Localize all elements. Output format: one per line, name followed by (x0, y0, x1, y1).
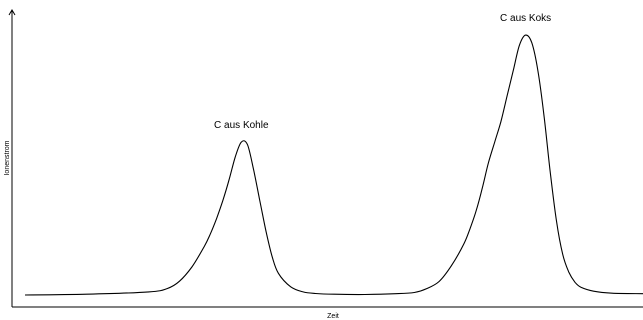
peak-annotations: C aus Kohle C aus Koks (214, 13, 551, 131)
ion-current-trace (24, 34, 643, 296)
y-axis-arrow (8, 9, 16, 16)
x-axis-label: Zeit (327, 313, 339, 320)
peak-label-1: C aus Kohle (214, 120, 269, 131)
y-axis-label: Ionenstrom (4, 140, 11, 175)
peak-label-2: C aus Koks (500, 13, 551, 24)
